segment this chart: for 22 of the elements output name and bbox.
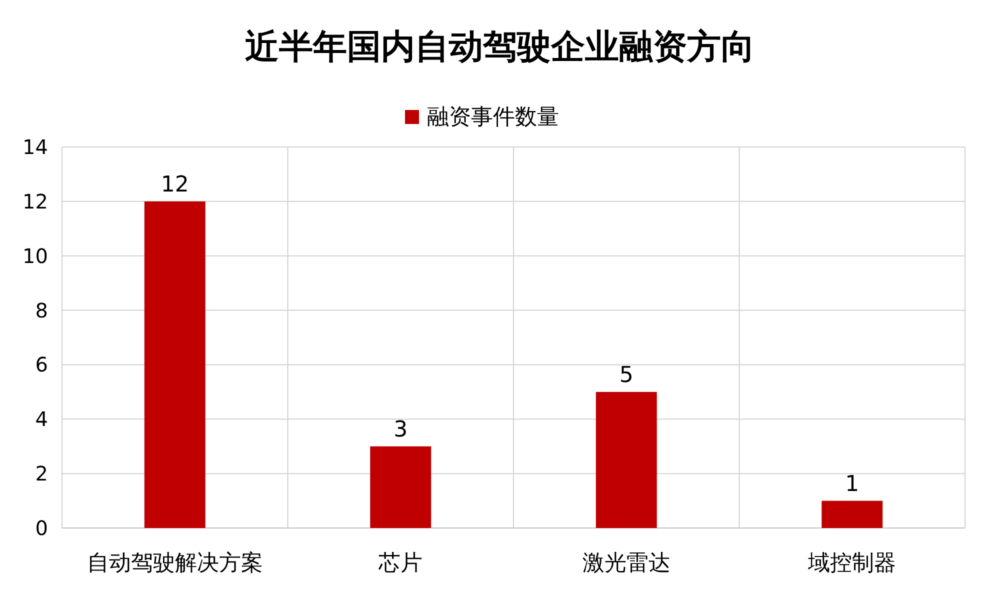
chart-title: 近半年国内自动驾驶企业融资方向 [245,27,755,67]
data-label: 3 [394,417,408,442]
y-tick-label: 6 [35,352,48,377]
bar [370,446,432,528]
bar [144,201,206,528]
x-tick-label: 芯片 [378,551,423,576]
y-tick-label: 14 [22,135,48,159]
y-tick-label: 8 [35,298,48,322]
y-tick-label: 4 [35,407,48,432]
bar [596,392,657,528]
y-tick-label: 0 [35,516,48,540]
y-tick-label: 10 [22,244,48,268]
x-tick-label: 激光雷达 [582,551,670,576]
data-label: 12 [160,172,189,198]
x-tick-label: 域控制器 [807,551,896,576]
y-tick-label: 2 [35,462,48,486]
data-label: 1 [845,472,860,497]
data-label: 5 [619,362,634,388]
y-tick-label: 12 [22,189,48,214]
x-tick-label: 自动驾驶解决方案 [86,551,263,576]
bar [822,500,883,528]
legend-label: 融资事件数量 [427,105,559,130]
